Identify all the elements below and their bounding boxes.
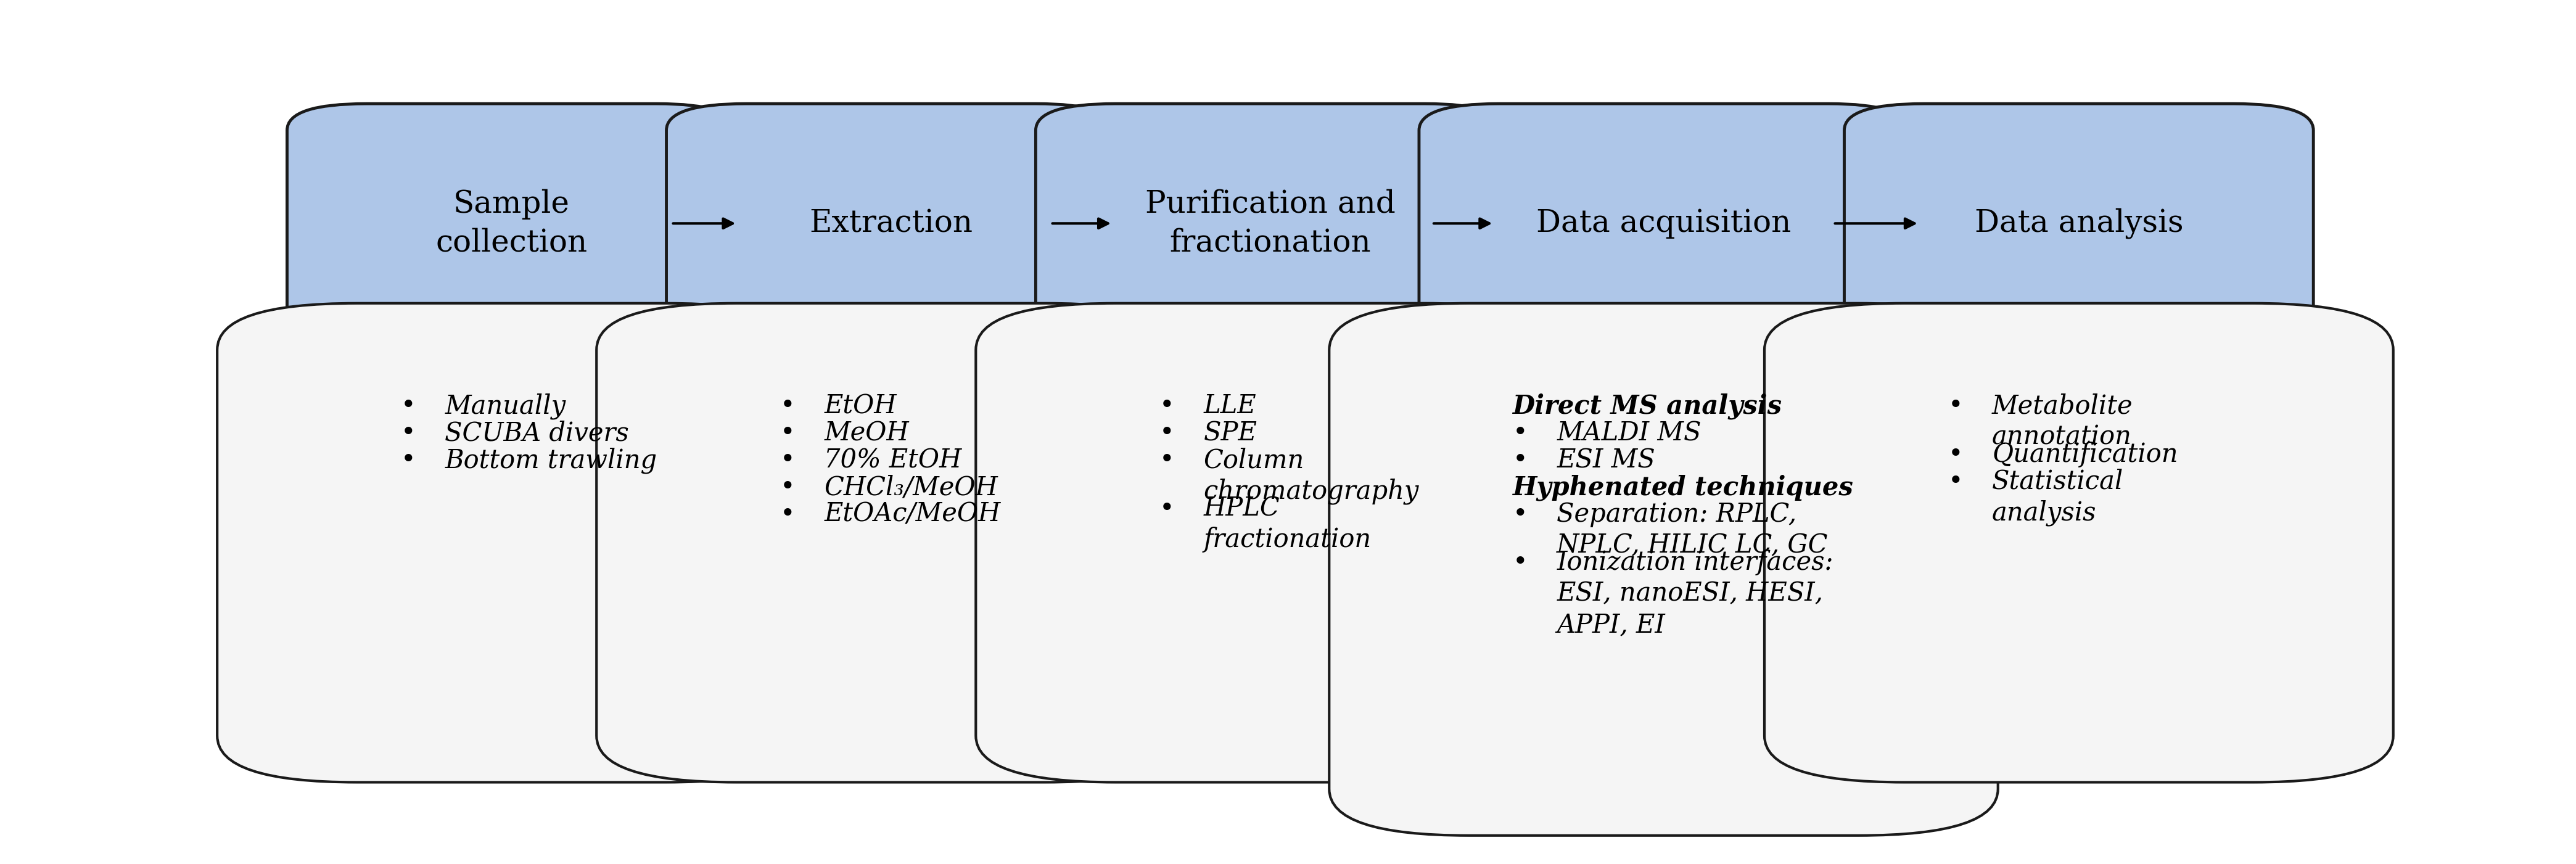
Text: •: • — [1159, 420, 1175, 446]
Text: Quantification: Quantification — [1991, 442, 2177, 467]
Text: •: • — [781, 448, 796, 473]
Text: •: • — [781, 501, 796, 527]
FancyBboxPatch shape — [1844, 104, 2313, 343]
Text: MALDI MS: MALDI MS — [1556, 420, 1700, 446]
Text: •: • — [781, 420, 796, 446]
FancyBboxPatch shape — [286, 104, 737, 343]
Text: Metabolite
annotation: Metabolite annotation — [1991, 393, 2133, 450]
FancyBboxPatch shape — [1765, 303, 2393, 782]
FancyBboxPatch shape — [667, 104, 1115, 343]
Text: •: • — [781, 474, 796, 500]
Text: •: • — [1159, 496, 1175, 522]
Text: Extraction: Extraction — [809, 208, 974, 238]
Text: CHCl₃/MeOH: CHCl₃/MeOH — [824, 474, 997, 500]
FancyBboxPatch shape — [1419, 104, 1909, 343]
Text: •: • — [1947, 393, 1963, 419]
Text: Sample
collection: Sample collection — [435, 188, 587, 258]
Text: Manually: Manually — [446, 393, 567, 419]
Text: •: • — [1947, 442, 1963, 467]
Text: Purification and
fractionation: Purification and fractionation — [1146, 188, 1396, 258]
FancyBboxPatch shape — [1329, 303, 1999, 835]
Text: SCUBA divers: SCUBA divers — [446, 420, 629, 446]
Text: Data analysis: Data analysis — [1973, 208, 2184, 238]
Text: •: • — [1947, 468, 1963, 494]
Text: •: • — [1512, 501, 1528, 527]
Text: Hyphenated techniques: Hyphenated techniques — [1512, 474, 1855, 500]
Text: Statistical
analysis: Statistical analysis — [1991, 468, 2123, 526]
Text: •: • — [1512, 420, 1528, 446]
Text: EtOAc/MeOH: EtOAc/MeOH — [824, 501, 999, 527]
Text: LLE: LLE — [1203, 393, 1257, 419]
Text: Separation: RPLC,
NPLC, HILIC LC, GC: Separation: RPLC, NPLC, HILIC LC, GC — [1556, 501, 1829, 558]
Text: EtOH: EtOH — [824, 393, 896, 419]
Text: Bottom trawling: Bottom trawling — [446, 448, 657, 473]
Text: •: • — [402, 420, 417, 446]
FancyBboxPatch shape — [1036, 104, 1504, 343]
Text: •: • — [402, 393, 417, 419]
Text: Ionization interfaces:
ESI, nanoESI, HESI,
APPI, EI: Ionization interfaces: ESI, nanoESI, HES… — [1556, 550, 1834, 638]
FancyBboxPatch shape — [976, 303, 1564, 782]
FancyBboxPatch shape — [598, 303, 1185, 782]
Text: Direct MS analysis: Direct MS analysis — [1512, 393, 1783, 419]
Text: ESI MS: ESI MS — [1556, 448, 1656, 473]
Text: •: • — [1512, 448, 1528, 473]
Text: •: • — [1159, 393, 1175, 419]
Text: •: • — [1159, 448, 1175, 473]
Text: SPE: SPE — [1203, 420, 1257, 446]
Text: MeOH: MeOH — [824, 420, 909, 446]
Text: 70% EtOH: 70% EtOH — [824, 448, 961, 473]
Text: HPLC
fractionation: HPLC fractionation — [1203, 496, 1370, 553]
Text: Data acquisition: Data acquisition — [1535, 208, 1790, 238]
Text: •: • — [781, 393, 796, 419]
FancyBboxPatch shape — [216, 303, 806, 782]
Text: •: • — [402, 448, 417, 473]
Text: •: • — [1512, 550, 1528, 575]
Text: Column
chromatography: Column chromatography — [1203, 448, 1419, 505]
